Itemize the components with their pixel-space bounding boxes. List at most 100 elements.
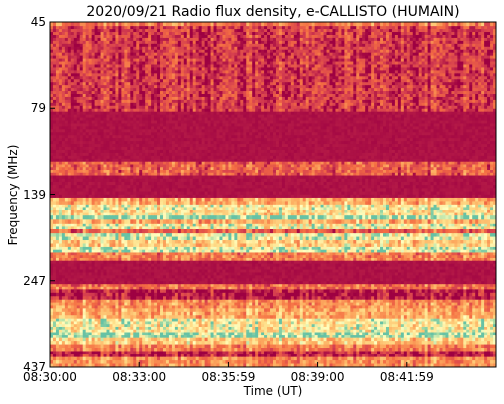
heat-cell	[204, 99, 208, 104]
heat-cell	[52, 29, 57, 33]
heat-cell	[290, 96, 295, 101]
heat-cell	[463, 117, 467, 121]
heat-cell	[228, 76, 232, 80]
heat-cell	[174, 96, 179, 101]
heat-cell	[207, 108, 211, 113]
heat-cell	[219, 64, 223, 68]
heat-cell	[338, 108, 342, 113]
heat-cell	[139, 111, 143, 116]
heat-cell	[76, 43, 81, 48]
heat-cell	[228, 85, 232, 89]
heat-cell	[347, 64, 351, 68]
heat-cell	[326, 58, 330, 62]
heat-cell	[267, 61, 271, 65]
heat-cell	[246, 105, 250, 110]
heat-cell	[290, 73, 295, 77]
heat-cell	[160, 40, 164, 45]
heat-cell	[186, 105, 191, 110]
heat-cell	[406, 26, 411, 30]
heat-cell	[356, 79, 360, 83]
heat-cell	[198, 99, 203, 104]
heat-cell	[347, 88, 351, 92]
heat-cell	[234, 96, 238, 101]
heat-cell	[94, 61, 98, 65]
heat-cell	[448, 99, 452, 104]
heat-cell	[415, 37, 420, 42]
heat-cell	[249, 105, 253, 110]
heat-cell	[168, 108, 173, 113]
heat-cell	[237, 58, 241, 62]
heat-cell	[457, 91, 461, 95]
heat-cell	[284, 91, 289, 95]
heat-cell	[183, 70, 188, 74]
heat-cell	[157, 61, 161, 65]
heat-cell	[284, 43, 289, 48]
heat-cell	[296, 114, 301, 118]
heat-cell	[344, 22, 348, 27]
heat-cell	[365, 117, 369, 121]
heat-cell	[186, 91, 191, 95]
heat-cell	[100, 37, 104, 42]
heat-cell	[252, 96, 256, 101]
heat-cell	[281, 79, 286, 83]
heat-cell	[165, 82, 170, 86]
heat-cell	[469, 52, 473, 57]
heat-cell	[296, 96, 301, 101]
heat-cell	[79, 94, 84, 98]
heat-cell	[448, 111, 452, 116]
heat-cell	[362, 49, 366, 54]
heat-cell	[201, 40, 206, 45]
heat-cell	[278, 85, 283, 89]
heat-cell	[487, 32, 491, 36]
heat-cell	[171, 55, 176, 59]
heat-cell	[252, 111, 256, 116]
heat-cell	[160, 99, 164, 104]
heat-cell	[317, 61, 321, 65]
heat-cell	[246, 102, 250, 107]
heat-cell	[356, 37, 360, 42]
heat-cell	[368, 34, 372, 39]
heat-cell	[79, 108, 84, 113]
heat-cell	[267, 58, 271, 62]
heat-cell	[478, 34, 482, 39]
heat-cell	[406, 22, 411, 27]
heat-cell	[406, 82, 411, 86]
heat-cell	[290, 22, 295, 27]
heat-cell	[106, 29, 110, 33]
heat-cell	[388, 94, 393, 98]
heat-cell	[270, 91, 274, 95]
heat-cell	[225, 94, 229, 98]
heat-cell	[290, 114, 295, 118]
heat-cell	[165, 99, 170, 104]
heat-cell	[270, 37, 274, 42]
heat-cell	[469, 105, 473, 110]
heat-cell	[115, 61, 119, 65]
heat-cell	[180, 34, 185, 39]
heat-cell	[415, 46, 420, 51]
heat-cell	[350, 70, 354, 74]
heat-cell	[115, 79, 119, 83]
heat-cell	[356, 82, 360, 86]
heat-cell	[299, 88, 304, 92]
heat-cell	[165, 108, 170, 113]
heat-cell	[368, 70, 372, 74]
heat-cell	[445, 37, 449, 42]
heat-cell	[213, 40, 217, 45]
heat-cell	[454, 40, 458, 45]
heat-cell	[55, 120, 60, 124]
heat-cell	[157, 70, 161, 74]
heat-cell	[165, 111, 170, 116]
heat-cell	[50, 61, 54, 65]
heat-cell	[115, 58, 119, 62]
heat-cell	[359, 94, 363, 98]
heat-cell	[460, 99, 464, 104]
heat-cell	[365, 108, 369, 113]
heat-cell	[157, 37, 161, 42]
heat-cell	[97, 43, 101, 48]
heat-cell	[216, 94, 220, 98]
heat-cell	[76, 105, 81, 110]
heat-cell	[284, 67, 289, 71]
heat-cell	[118, 105, 122, 110]
heat-cell	[216, 91, 220, 95]
heat-cell	[445, 46, 449, 51]
